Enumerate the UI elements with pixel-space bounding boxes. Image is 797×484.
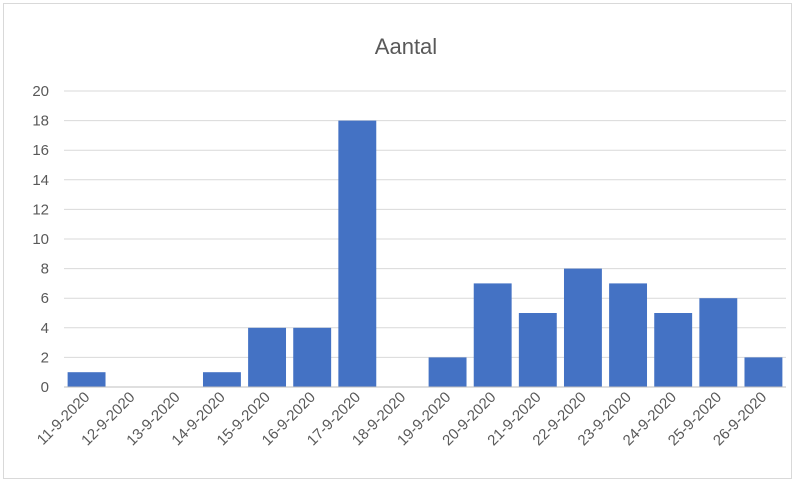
bar <box>473 283 512 387</box>
bar <box>518 313 557 387</box>
y-tick-label: 12 <box>32 201 49 218</box>
y-tick-label: 6 <box>41 290 49 307</box>
bar <box>563 268 602 387</box>
x-axis-ticks: 11-9-202012-9-202013-9-202014-9-202015-9… <box>34 389 770 449</box>
y-tick-label: 2 <box>41 349 49 366</box>
y-axis-ticks: 0 2 4 6 8 10 12 14 16 18 20 <box>32 83 49 396</box>
chart-title: Aantal <box>375 34 437 59</box>
bar <box>202 372 241 387</box>
bar <box>609 283 648 387</box>
y-tick-label: 16 <box>32 142 49 159</box>
bar <box>744 357 783 387</box>
y-tick-label: 20 <box>32 83 49 100</box>
bar <box>293 327 332 387</box>
bar <box>654 313 693 387</box>
bar <box>699 298 738 387</box>
y-tick-label: 4 <box>41 320 49 337</box>
y-tick-label: 14 <box>32 172 49 189</box>
bars <box>67 120 783 387</box>
y-tick-label: 10 <box>32 231 49 248</box>
bar <box>248 327 287 387</box>
y-tick-label: 8 <box>41 261 49 278</box>
bar <box>428 357 467 387</box>
chart-frame <box>3 3 792 479</box>
bar <box>67 372 106 387</box>
bar <box>338 120 377 387</box>
y-tick-label: 0 <box>41 379 49 396</box>
y-tick-label: 18 <box>32 113 49 130</box>
